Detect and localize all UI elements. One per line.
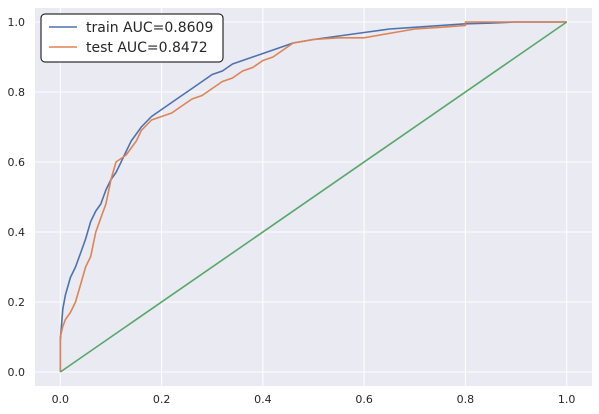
x-tick-label: 0.8 bbox=[457, 393, 475, 406]
grid-lines bbox=[35, 8, 592, 386]
y-tick-label: 0.6 bbox=[8, 156, 26, 169]
x-tick-label: 0.6 bbox=[355, 393, 373, 406]
legend-label-test: test AUC=0.8472 bbox=[86, 40, 208, 56]
x-tick-label: 0.0 bbox=[52, 393, 70, 406]
test-roc-line bbox=[59, 21, 567, 372]
x-tick-label: 0.2 bbox=[153, 393, 171, 406]
train-roc-line bbox=[59, 21, 567, 372]
y-tick-label: 0.4 bbox=[8, 226, 26, 239]
chance-diagonal-line bbox=[59, 21, 568, 373]
y-tick-label: 1.0 bbox=[8, 16, 26, 29]
series-lines bbox=[59, 21, 568, 373]
x-tick-label: 1.0 bbox=[558, 393, 576, 406]
y-axis-ticks: 0.0 0.2 0.4 0.6 0.8 1.0 bbox=[8, 16, 26, 379]
legend-box bbox=[40, 13, 224, 63]
x-tick-label: 0.4 bbox=[254, 393, 272, 406]
legend: train AUC=0.8609 test AUC=0.8472 bbox=[40, 13, 224, 63]
legend-label-train: train AUC=0.8609 bbox=[86, 20, 213, 36]
y-tick-label: 0.2 bbox=[8, 296, 26, 309]
y-tick-label: 0.0 bbox=[8, 366, 26, 379]
y-tick-label: 0.8 bbox=[8, 86, 26, 99]
x-axis-ticks: 0.0 0.2 0.4 0.6 0.8 1.0 bbox=[52, 393, 576, 406]
